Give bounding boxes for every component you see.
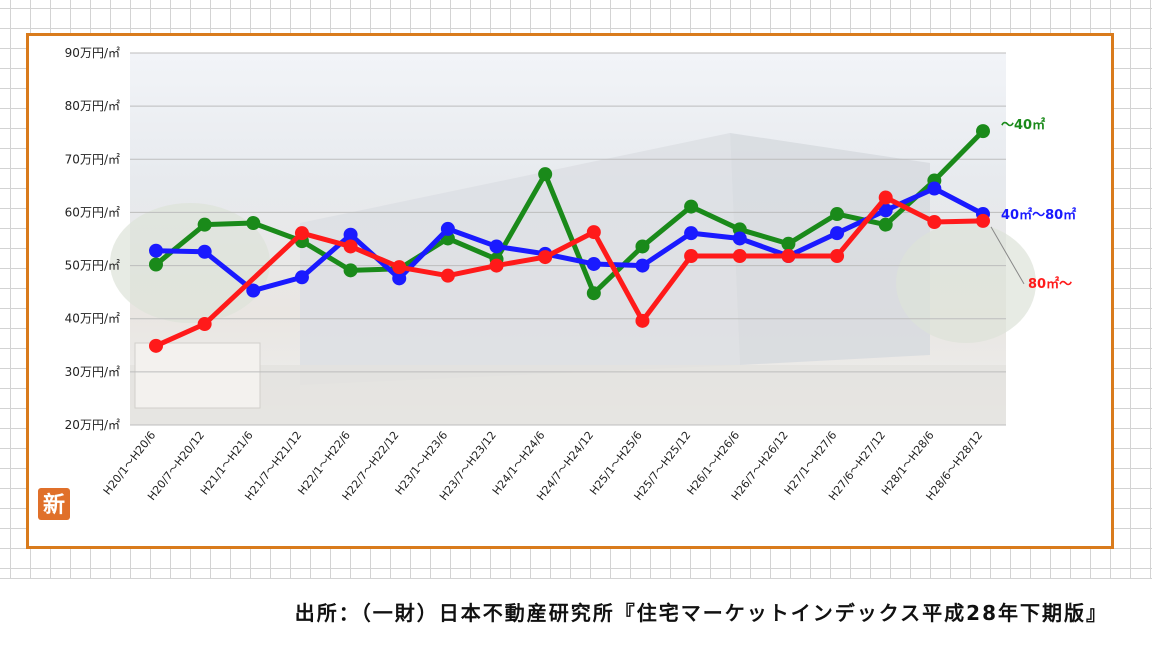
data-point [781,236,796,251]
data-point [538,167,553,182]
data-point [489,258,504,273]
data-point [830,249,845,264]
data-point [586,225,601,240]
data-point [976,124,990,139]
data-point [684,249,699,264]
series-labels: ～40㎡ 40㎡～80㎡ 80㎡～ [990,117,1076,292]
x-tick-label: H27/1～H27/6 [782,429,840,498]
grid-lines [130,52,1006,426]
x-tick-label: H28/1～H28/6 [879,429,937,498]
background-signboard [134,342,261,409]
source-text: 出所：（一財）日本不動産研究所『住宅マーケットインデックス平成28年下期版』 [294,601,1108,625]
source-footer: 出所：（一財）日本不動産研究所『住宅マーケットインデックス平成28年下期版』 [0,578,1152,649]
y-tick-label: 30万円/㎡ [65,365,120,379]
data-point [878,190,893,205]
x-tick-label: H21/1～H21/6 [198,429,256,498]
plot-background-photo [110,53,1036,425]
data-point [294,270,309,285]
x-tick-label: H20/1～H20/6 [101,429,159,498]
data-point [830,207,845,222]
data-point [246,283,261,298]
data-point [392,271,407,286]
data-point [440,268,455,283]
data-point [197,244,212,259]
badge-text: 新 [43,492,65,518]
data-point [878,217,893,232]
data-point [635,258,650,273]
data-point [586,256,601,271]
data-point [781,249,796,264]
data-point [732,249,747,264]
series-line [153,186,986,294]
data-point [197,217,212,232]
data-point [440,221,455,236]
data-point [343,227,358,242]
y-tick-label: 70万円/㎡ [65,152,120,166]
y-axis-ticks: 20万円/㎡ 30万円/㎡ 40万円/㎡ 50万円/㎡ 60万円/㎡ 70万円/㎡ 80万円… [65,46,120,432]
background-building-side [730,133,930,365]
data-point [635,239,650,254]
data-point [149,338,163,353]
data-point [197,317,212,332]
data-point [878,203,893,218]
y-tick-label: 50万円/㎡ [65,259,120,273]
y-tick-label: 20万円/㎡ [65,418,120,432]
data-point [927,181,942,196]
new-badge: 新 [38,488,70,520]
leader-line [990,226,1025,285]
x-tick-label: H25/1～H25/6 [587,429,645,498]
data-point [294,226,309,241]
data-point [149,243,163,258]
data-point [635,313,650,328]
series-label: 80㎡～ [1028,276,1072,292]
data-point [538,250,553,265]
x-axis-ticks: H20/1～H20/6H20/7～H20/12H21/1～H21/6H21/7～… [101,429,986,503]
y-tick-label: 90万円/㎡ [65,46,120,60]
y-tick-label: 40万円/㎡ [65,312,120,326]
price-line-chart: 20万円/㎡ 30万円/㎡ 40万円/㎡ 50万円/㎡ 60万円/㎡ 70万円/㎡ 80万円… [38,46,1076,520]
data-point [927,214,942,229]
x-tick-label: H22/1～H22/6 [295,429,353,498]
data-point [489,239,504,254]
y-tick-label: 80万円/㎡ [65,99,120,113]
series-label: ～40㎡ [1001,117,1045,133]
badge-box [38,488,70,520]
background-ground [130,365,1006,425]
x-tick-label: H26/1～H26/6 [685,429,743,498]
data-point [246,216,261,231]
data-point [586,286,601,301]
data-point [976,213,990,228]
data-point [343,239,358,254]
y-tick-label: 60万円/㎡ [65,205,120,219]
data-point [392,260,407,275]
data-point [149,257,163,272]
background-tree [896,223,1036,343]
data-point [684,226,699,241]
background-tree [110,203,270,323]
x-tick-label: H23/1～H23/6 [393,429,451,498]
data-point [343,263,358,278]
data-point [684,199,699,214]
series-lines [149,124,990,353]
data-point [830,226,845,241]
series-label: 40㎡～80㎡ [1001,207,1076,223]
x-tick-label: H24/1～H24/6 [490,429,548,498]
data-point [732,231,747,246]
